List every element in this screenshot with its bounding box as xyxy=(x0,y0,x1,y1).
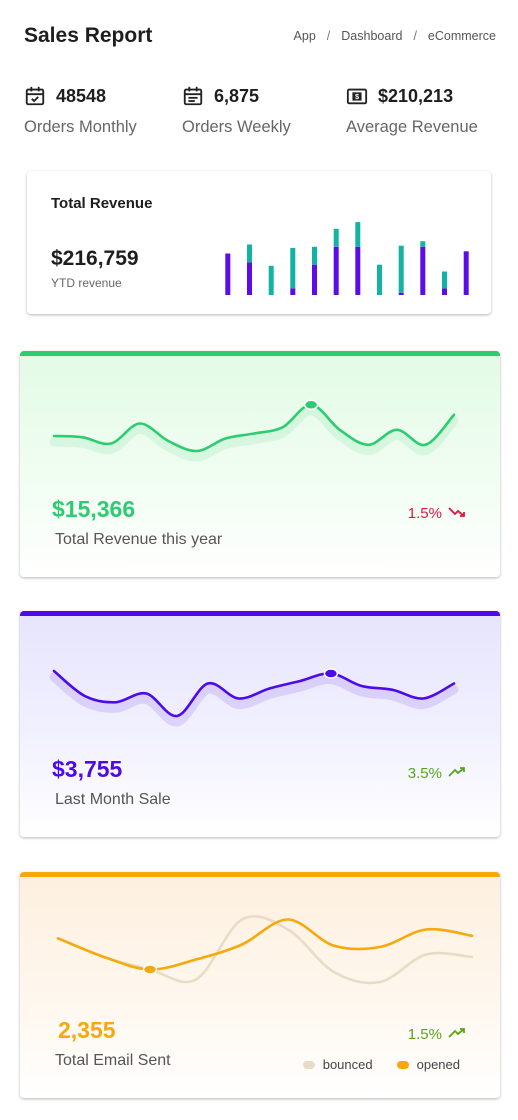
email-bounced-line xyxy=(56,915,474,985)
email-card: 2,355 Total Email Sent 1.5% bounced open… xyxy=(20,872,500,1098)
legend-label: bounced xyxy=(322,1057,373,1072)
breadcrumb-app[interactable]: App xyxy=(293,29,316,43)
bar-series-2-10[interactable] xyxy=(420,241,426,247)
last-month-marker[interactable] xyxy=(323,668,339,679)
revenue-year-sparkline xyxy=(49,399,459,462)
bar-series-1-1[interactable] xyxy=(225,253,231,296)
page-title: Sales Report xyxy=(24,24,153,47)
stat-label: Orders Weekly xyxy=(182,118,291,136)
bar-series-2-9[interactable] xyxy=(398,245,404,293)
revenue-bar-chart xyxy=(225,222,469,296)
total-revenue-card: Total Revenue $216,759 YTD revenue xyxy=(27,171,491,314)
trend-percent: 1.5% xyxy=(407,505,442,522)
last-month-sparkline xyxy=(49,668,459,727)
bar-series-1-5[interactable] xyxy=(312,264,317,295)
last-month-shadow xyxy=(49,672,459,727)
bar-series-1-9[interactable] xyxy=(398,292,404,295)
stat-orders-weekly: 6,875 Orders Weekly xyxy=(182,84,291,137)
legend-label: opened xyxy=(416,1057,460,1072)
legend-dot xyxy=(302,1060,315,1069)
last-month-line xyxy=(52,669,456,718)
svg-text:$: $ xyxy=(355,92,359,101)
bar-series-1-6[interactable] xyxy=(333,246,339,295)
bar-series-1-7[interactable] xyxy=(355,246,361,295)
revenue-year-line xyxy=(52,403,456,453)
bar-series-2-4[interactable] xyxy=(290,247,296,289)
bar-series-2-6[interactable] xyxy=(333,228,339,247)
stat-average-revenue: $ $210,213 Average Revenue xyxy=(346,84,478,137)
chart-legend: bounced opened xyxy=(302,1057,460,1072)
breadcrumb-separator: / xyxy=(326,29,331,43)
stats-row: 48548 Orders Monthly 6,875 Orders Weekly… xyxy=(24,84,504,144)
stat-label: Orders Monthly xyxy=(24,118,137,136)
revenue-year-card: $15,366 Total Revenue this year 1.5% xyxy=(20,351,500,577)
breadcrumb-separator: / xyxy=(413,29,417,43)
bar-series-1-12[interactable] xyxy=(463,251,469,295)
card-label: Total Revenue this year xyxy=(55,531,223,548)
bar-series-1-4[interactable] xyxy=(290,288,296,295)
revenue-amount: $216,759 xyxy=(51,247,139,270)
trending-up-icon xyxy=(448,765,466,782)
bar-series-1-11[interactable] xyxy=(442,288,447,295)
dollar-bill-icon: $ xyxy=(346,85,368,107)
trend-indicator: 1.5% xyxy=(408,1026,466,1043)
calendar-check-icon xyxy=(24,85,46,107)
stat-value: 48548 xyxy=(56,85,107,106)
stat-label: Average Revenue xyxy=(346,118,478,136)
trend-percent: 3.5% xyxy=(407,765,442,782)
page-header: Sales Report App / Dashboard / eCommerce xyxy=(24,24,496,54)
bar-series-2-11[interactable] xyxy=(442,271,447,289)
bar-series-1-2[interactable] xyxy=(247,262,252,296)
stat-orders-monthly: 48548 Orders Monthly xyxy=(24,84,137,137)
card-value: 2,355 xyxy=(58,1017,116,1043)
breadcrumb-ecommerce: eCommerce xyxy=(427,29,496,43)
bar-series-2-5[interactable] xyxy=(312,246,317,265)
email-sparkline xyxy=(56,915,474,985)
legend-item-opened[interactable]: opened xyxy=(396,1057,460,1072)
card-value: $15,366 xyxy=(52,496,136,522)
bar-series-2-3[interactable] xyxy=(268,265,274,295)
trend-percent: 1.5% xyxy=(407,1026,442,1043)
revenue-year-marker[interactable] xyxy=(303,399,319,411)
card-value: $3,755 xyxy=(52,756,123,782)
email-opened-line xyxy=(56,918,474,971)
bar-series-1-10[interactable] xyxy=(420,246,426,295)
revenue-year-shadow xyxy=(49,406,459,462)
last-month-card: $3,755 Last Month Sale 3.5% xyxy=(20,611,500,837)
bar-series-2-8[interactable] xyxy=(377,264,382,295)
legend-item-bounced[interactable]: bounced xyxy=(302,1057,373,1072)
email-opened-marker[interactable] xyxy=(142,964,158,975)
bar-series-2-2[interactable] xyxy=(247,244,252,263)
card-label: Last Month Sale xyxy=(55,791,171,808)
card-label: Total Email Sent xyxy=(55,1052,171,1069)
card-title: Total Revenue xyxy=(51,195,153,212)
trend-indicator: 3.5% xyxy=(408,765,466,782)
trending-down-icon xyxy=(448,505,466,522)
trending-up-icon xyxy=(448,1026,466,1043)
breadcrumb: App / Dashboard / eCommerce xyxy=(294,29,496,43)
stat-value: $210,213 xyxy=(378,85,454,106)
legend-dot xyxy=(396,1060,409,1069)
trend-indicator: 1.5% xyxy=(408,505,466,522)
stat-value: 6,875 xyxy=(214,85,260,106)
bar-series-2-7[interactable] xyxy=(355,222,361,247)
breadcrumb-dashboard[interactable]: Dashboard xyxy=(341,29,403,43)
revenue-subtitle: YTD revenue xyxy=(51,276,122,290)
calendar-list-icon xyxy=(182,85,204,107)
